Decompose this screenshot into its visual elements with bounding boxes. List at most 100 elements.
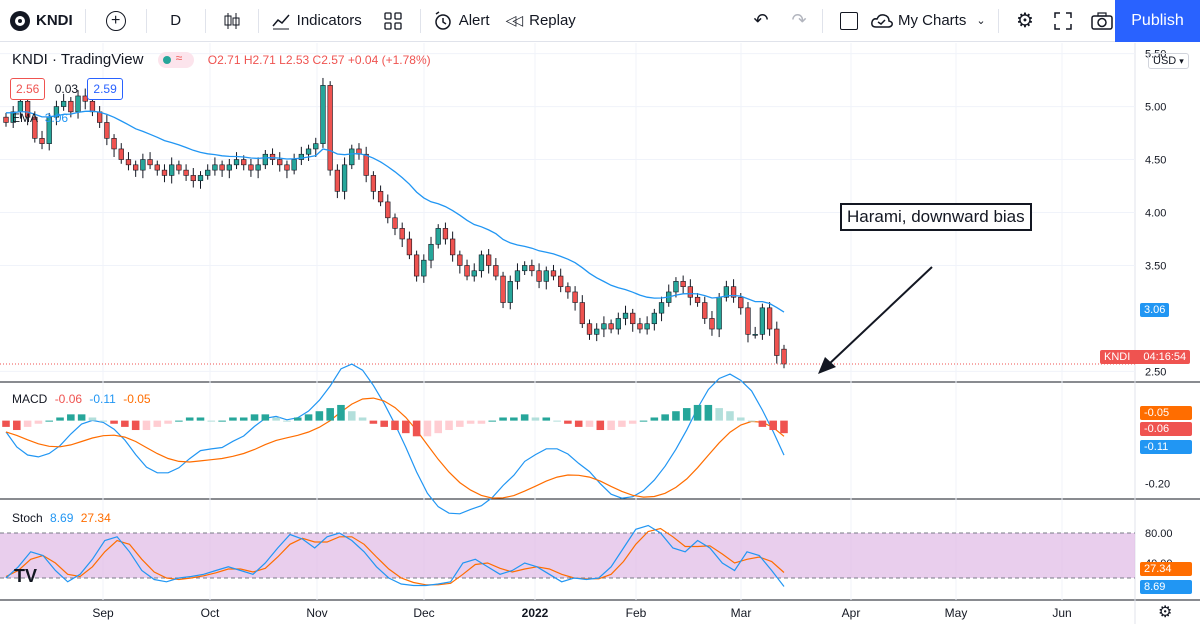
candle-body: [651, 312, 657, 325]
candle-body: [111, 138, 117, 150]
wave-icon: ≈: [175, 51, 183, 66]
candle-body: [442, 228, 449, 240]
stoch-k-tag: 8.69: [1140, 580, 1192, 594]
stoch-d-line: [5, 527, 785, 586]
interval-label: D: [170, 12, 182, 29]
candle-body: [457, 254, 463, 266]
candle-body: [766, 307, 773, 330]
macd-histogram-bar: [153, 420, 162, 427]
divider: [204, 8, 206, 33]
macd-histogram-bar: [542, 417, 551, 421]
ohlc-values: O2.71 H2.71 L2.53 C2.57 +0.04 (+1.78%): [207, 53, 431, 67]
chevron-down-icon: ▾: [1179, 56, 1184, 66]
candle-body: [233, 159, 240, 166]
settings-button[interactable]: ⚙: [1002, 0, 1048, 42]
candle-body: [205, 169, 211, 176]
y-tick-label: 5.50: [1145, 49, 1166, 61]
candle-body: [658, 302, 665, 314]
candle-body: [154, 164, 160, 171]
macd-histogram-bar: [758, 420, 767, 427]
fullscreen-layout-button[interactable]: [826, 0, 872, 42]
bid-button[interactable]: 2.56: [10, 78, 46, 100]
macd-histogram-bar: [380, 420, 388, 427]
divider: [419, 8, 421, 33]
macd-histogram-bar: [34, 420, 43, 424]
candle-body: [543, 270, 549, 282]
candles-icon: [224, 12, 240, 29]
macd-y-tick-label: -0.20: [1145, 478, 1170, 490]
stoch-label: Stoch: [12, 511, 43, 525]
macd-histogram-bar: [99, 420, 108, 422]
macd-histogram-bar: [88, 417, 97, 421]
macd-histogram-bar: [23, 420, 32, 427]
ask-button[interactable]: 2.59: [87, 78, 123, 100]
candle-body: [579, 302, 585, 325]
ema-legend: EMA 3.06: [12, 111, 68, 125]
macd-legend: MACD -0.06 -0.11 -0.05: [12, 392, 151, 406]
chart-type-button[interactable]: [210, 0, 254, 42]
divider: [84, 8, 86, 33]
macd-histogram-bar: [639, 420, 648, 422]
my-charts-button[interactable]: My Charts ⌄: [862, 0, 994, 42]
stoch-k-line: [5, 524, 785, 587]
macd-histogram-bar: [110, 420, 118, 424]
candle-body: [32, 116, 38, 139]
x-tick-label: Apr: [842, 606, 861, 620]
annotation-arrow-line: [827, 266, 933, 366]
candle-body: [183, 169, 189, 176]
redo-button[interactable]: ↷: [776, 0, 822, 42]
snapshot-button[interactable]: [1078, 0, 1126, 42]
macd-histogram-bar: [315, 411, 324, 421]
market-open-dot-icon: [162, 56, 171, 65]
replay-button[interactable]: ◁◁ Replay: [498, 0, 584, 42]
compare-button[interactable]: +: [90, 0, 142, 42]
undo-button[interactable]: ↶: [738, 0, 784, 42]
macd-histogram-bar: [585, 420, 594, 427]
axis-settings-button[interactable]: ⚙: [1158, 602, 1176, 621]
publish-button[interactable]: Publish: [1115, 0, 1200, 42]
macd-histogram-bar: [704, 404, 713, 421]
ema-value: 3.06: [44, 111, 69, 125]
candle-body: [471, 270, 477, 277]
macd-histogram-bar: [369, 420, 378, 424]
candle-body: [305, 148, 312, 155]
grid-lines: [0, 43, 1200, 624]
market-status-badge[interactable]: ≈: [157, 51, 194, 69]
replay-icon: ◁◁: [505, 12, 523, 28]
candle-body: [118, 148, 124, 160]
indicator-lines: [0, 110, 1135, 587]
indicators-button[interactable]: Indicators: [263, 0, 370, 42]
macd-signal-tag: -0.05: [1140, 406, 1192, 420]
candle-body: [435, 228, 441, 245]
chart-canvas[interactable]: Sep Oct Nov Dec 2022 Feb Mar Apr May Jun 5.50 5.00 4…: [0, 43, 1200, 624]
macd-histogram-bar: [682, 408, 691, 421]
currency-selector[interactable]: USD ▾: [1148, 53, 1189, 69]
stoch-legend: Stoch 8.69 27.34: [12, 511, 111, 525]
macd-histogram-bar: [45, 420, 54, 422]
candle-body: [558, 275, 564, 287]
square-icon: [840, 11, 858, 30]
macd-histogram-bar: [67, 414, 75, 421]
candle-body: [341, 164, 348, 192]
macd-histogram-bar: [672, 411, 680, 421]
interval-button[interactable]: D: [151, 0, 201, 42]
layouts-button[interactable]: [370, 0, 416, 42]
annotation-text: Harami, downward bias: [847, 207, 1025, 226]
spread-value: 0.03: [54, 82, 79, 96]
candle-body: [89, 100, 96, 113]
candle-body: [774, 328, 780, 356]
macd-histogram-bar: [434, 420, 443, 434]
candle-body: [406, 238, 413, 256]
candle-body: [586, 323, 593, 335]
fullscreen-button[interactable]: [1040, 0, 1086, 42]
macd-histogram-bar: [456, 420, 464, 427]
alert-button[interactable]: Alert: [425, 0, 498, 42]
y-tick-label: 4.50: [1145, 155, 1166, 167]
macd-histogram-bar: [531, 417, 540, 421]
symbol-search[interactable]: KNDI: [0, 0, 81, 42]
candle-body: [478, 254, 485, 272]
annotation-box[interactable]: Harami, downward bias: [840, 203, 1032, 231]
candle-body: [464, 265, 470, 277]
candle-body: [248, 164, 254, 171]
candles-layer: [3, 77, 787, 369]
